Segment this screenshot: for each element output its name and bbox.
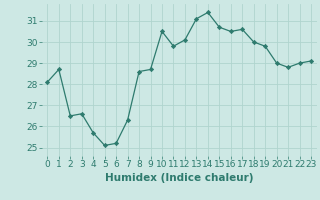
X-axis label: Humidex (Indice chaleur): Humidex (Indice chaleur) xyxy=(105,173,253,183)
